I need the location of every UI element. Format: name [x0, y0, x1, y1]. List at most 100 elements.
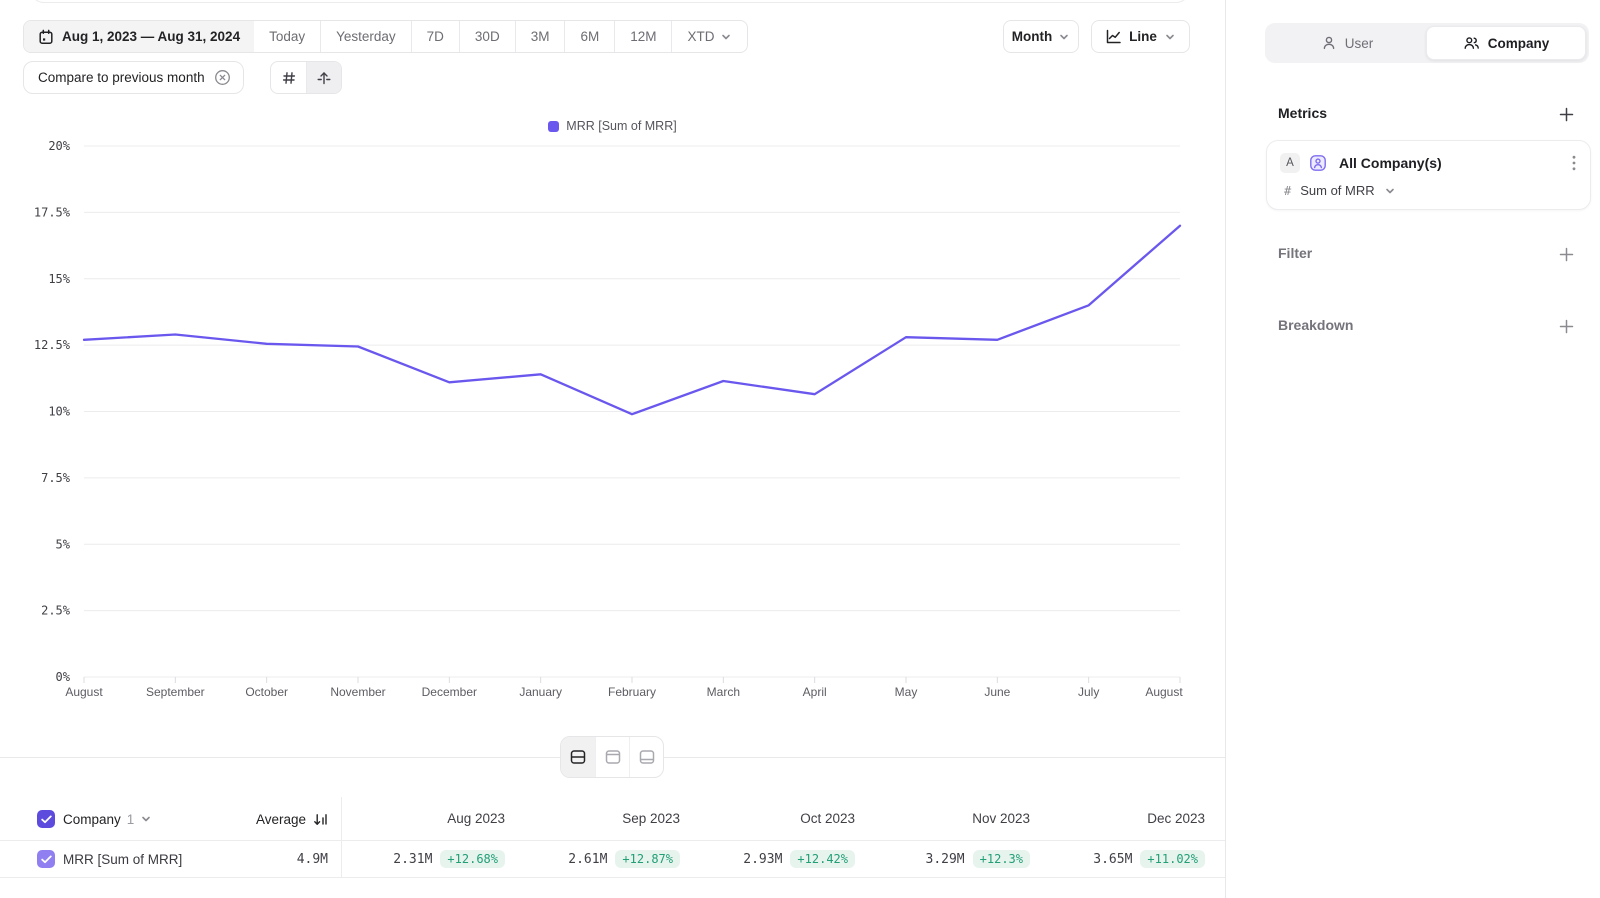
- svg-text:10%: 10%: [48, 405, 70, 419]
- svg-text:March: March: [707, 685, 740, 699]
- tab-user[interactable]: User: [1268, 26, 1426, 60]
- group-label: Company: [63, 811, 121, 827]
- compare-chip-label: Compare to previous month: [38, 70, 205, 85]
- add-breakdown-button[interactable]: [1558, 318, 1575, 335]
- svg-text:12.5%: 12.5%: [34, 338, 71, 352]
- metric-menu-button[interactable]: [1572, 155, 1576, 171]
- svg-text:August: August: [65, 685, 103, 699]
- chevron-down-icon: [722, 34, 731, 39]
- xtd-label: XTD: [687, 29, 715, 44]
- column-header[interactable]: Dec 2023: [1147, 811, 1205, 826]
- metrics-section-header: Metrics: [1226, 105, 1600, 125]
- aggregation-dropdown[interactable]: # Sum of MRR: [1284, 183, 1396, 198]
- table-row[interactable]: MRR [Sum of MRR] 4.9M 2.31M +12.68% 2.61M +…: [0, 841, 1225, 878]
- breakdown-heading: Breakdown: [1278, 317, 1354, 333]
- legend-swatch: [548, 120, 560, 132]
- compare-chip[interactable]: Compare to previous month: [23, 61, 244, 94]
- chart-type-dropdown[interactable]: Line: [1091, 20, 1190, 53]
- row-average-value: 4.9M: [296, 852, 328, 867]
- metric-card[interactable]: A All Company(s) # Sum of MRR: [1266, 140, 1591, 210]
- users-icon: [1464, 37, 1479, 49]
- svg-text:May: May: [895, 685, 918, 699]
- tab-company-label: Company: [1487, 35, 1550, 51]
- cell-value: 2.61M: [568, 851, 608, 867]
- cell-value: 2.31M: [393, 851, 433, 867]
- table-cell: 2.61M +12.87%: [505, 841, 680, 877]
- svg-text:0%: 0%: [56, 670, 71, 684]
- svg-text:October: October: [245, 685, 288, 699]
- svg-text:August: August: [1145, 685, 1183, 699]
- line-chart-icon: [1106, 29, 1121, 44]
- group-count: 1: [126, 811, 135, 827]
- column-header[interactable]: Sep 2023: [622, 811, 680, 826]
- layout-split-icon: [570, 750, 586, 764]
- group-by-dropdown[interactable]: Company 1: [63, 797, 152, 841]
- preset-30d-button[interactable]: 30D: [458, 21, 515, 52]
- column-header[interactable]: Oct 2023: [800, 811, 855, 826]
- preset-xtd-button[interactable]: XTD: [671, 21, 747, 52]
- date-range-group: Aug 1, 2023 — Aug 31, 2024 Today Yesterda…: [23, 20, 749, 53]
- row-checkbox[interactable]: [37, 850, 55, 868]
- grid-toggle-button[interactable]: [271, 62, 306, 93]
- preset-6m-button[interactable]: 6M: [564, 21, 614, 52]
- svg-text:15%: 15%: [48, 272, 70, 286]
- date-range-label: Aug 1, 2023 — Aug 31, 2024: [62, 29, 241, 44]
- metrics-heading: Metrics: [1278, 105, 1328, 121]
- layout-top-button[interactable]: [595, 737, 629, 777]
- table-cell: 2.31M +12.68%: [330, 841, 505, 877]
- add-metric-button[interactable]: [1558, 106, 1575, 123]
- delta-badge: +12.87%: [615, 850, 680, 868]
- granularity-dropdown[interactable]: Month: [1003, 20, 1079, 53]
- preset-12m-button[interactable]: 12M: [614, 21, 671, 52]
- preset-7d-button[interactable]: 7D: [410, 21, 459, 52]
- add-filter-button[interactable]: [1558, 246, 1575, 263]
- preset-yesterday-button[interactable]: Yesterday: [320, 21, 411, 52]
- svg-text:September: September: [146, 685, 205, 699]
- tab-user-label: User: [1344, 35, 1374, 51]
- user-icon: [1323, 36, 1335, 50]
- chevron-down-icon: [1060, 34, 1069, 39]
- breakdown-section-header: Breakdown: [1226, 317, 1600, 337]
- results-table: Company 1 Average Aug 2023 Sep 2023 Oct 20…: [0, 797, 1225, 878]
- preset-3m-button[interactable]: 3M: [514, 21, 565, 52]
- svg-text:April: April: [803, 685, 827, 699]
- card-above-edge: [30, 0, 1190, 3]
- svg-text:June: June: [984, 685, 1010, 699]
- column-header[interactable]: Aug 2023: [447, 811, 505, 826]
- metric-name: All Company(s): [1339, 155, 1442, 171]
- column-header[interactable]: Nov 2023: [972, 811, 1030, 826]
- check-icon: [40, 814, 52, 823]
- svg-text:January: January: [519, 685, 562, 699]
- layout-top-icon: [605, 750, 620, 764]
- table-cell: 3.29M +12.3%: [855, 841, 1030, 877]
- delta-badge: +12.68%: [440, 850, 505, 868]
- filter-heading: Filter: [1278, 245, 1313, 261]
- svg-text:20%: 20%: [48, 140, 70, 153]
- svg-text:17.5%: 17.5%: [34, 205, 71, 219]
- arrow-up-from-line-icon: [317, 71, 331, 84]
- config-sidebar: User Company Metrics A All Company(s): [1225, 0, 1600, 898]
- preset-today-button[interactable]: Today: [269, 29, 306, 44]
- delta-badge: +12.42%: [790, 850, 855, 868]
- average-column-header[interactable]: Average: [150, 797, 328, 841]
- layout-bottom-button[interactable]: [629, 737, 663, 777]
- cell-value: 3.29M: [925, 851, 965, 867]
- svg-text:November: November: [330, 685, 385, 699]
- chevron-down-icon: [142, 816, 151, 822]
- delta-badge: +12.3%: [972, 850, 1030, 868]
- granularity-label: Month: [1011, 29, 1053, 44]
- check-icon: [40, 854, 52, 863]
- number-type-icon: #: [1284, 183, 1292, 198]
- date-range-button[interactable]: Aug 1, 2023 — Aug 31, 2024: [24, 21, 255, 52]
- aggregation-label: Sum of MRR: [1300, 183, 1375, 198]
- layout-split-button[interactable]: [561, 737, 595, 777]
- select-all-checkbox[interactable]: [37, 810, 55, 828]
- legend-label: MRR [Sum of MRR]: [566, 119, 677, 133]
- chevron-down-icon: [1166, 34, 1174, 39]
- remove-compare-icon[interactable]: [214, 69, 231, 86]
- toolbar-secondary: Compare to previous month: [0, 61, 1225, 94]
- tab-company[interactable]: Company: [1426, 26, 1586, 60]
- table-cell: 2.93M +12.42%: [680, 841, 855, 877]
- axis-toggle-button[interactable]: [306, 62, 341, 93]
- table-position-toggle: [560, 736, 664, 778]
